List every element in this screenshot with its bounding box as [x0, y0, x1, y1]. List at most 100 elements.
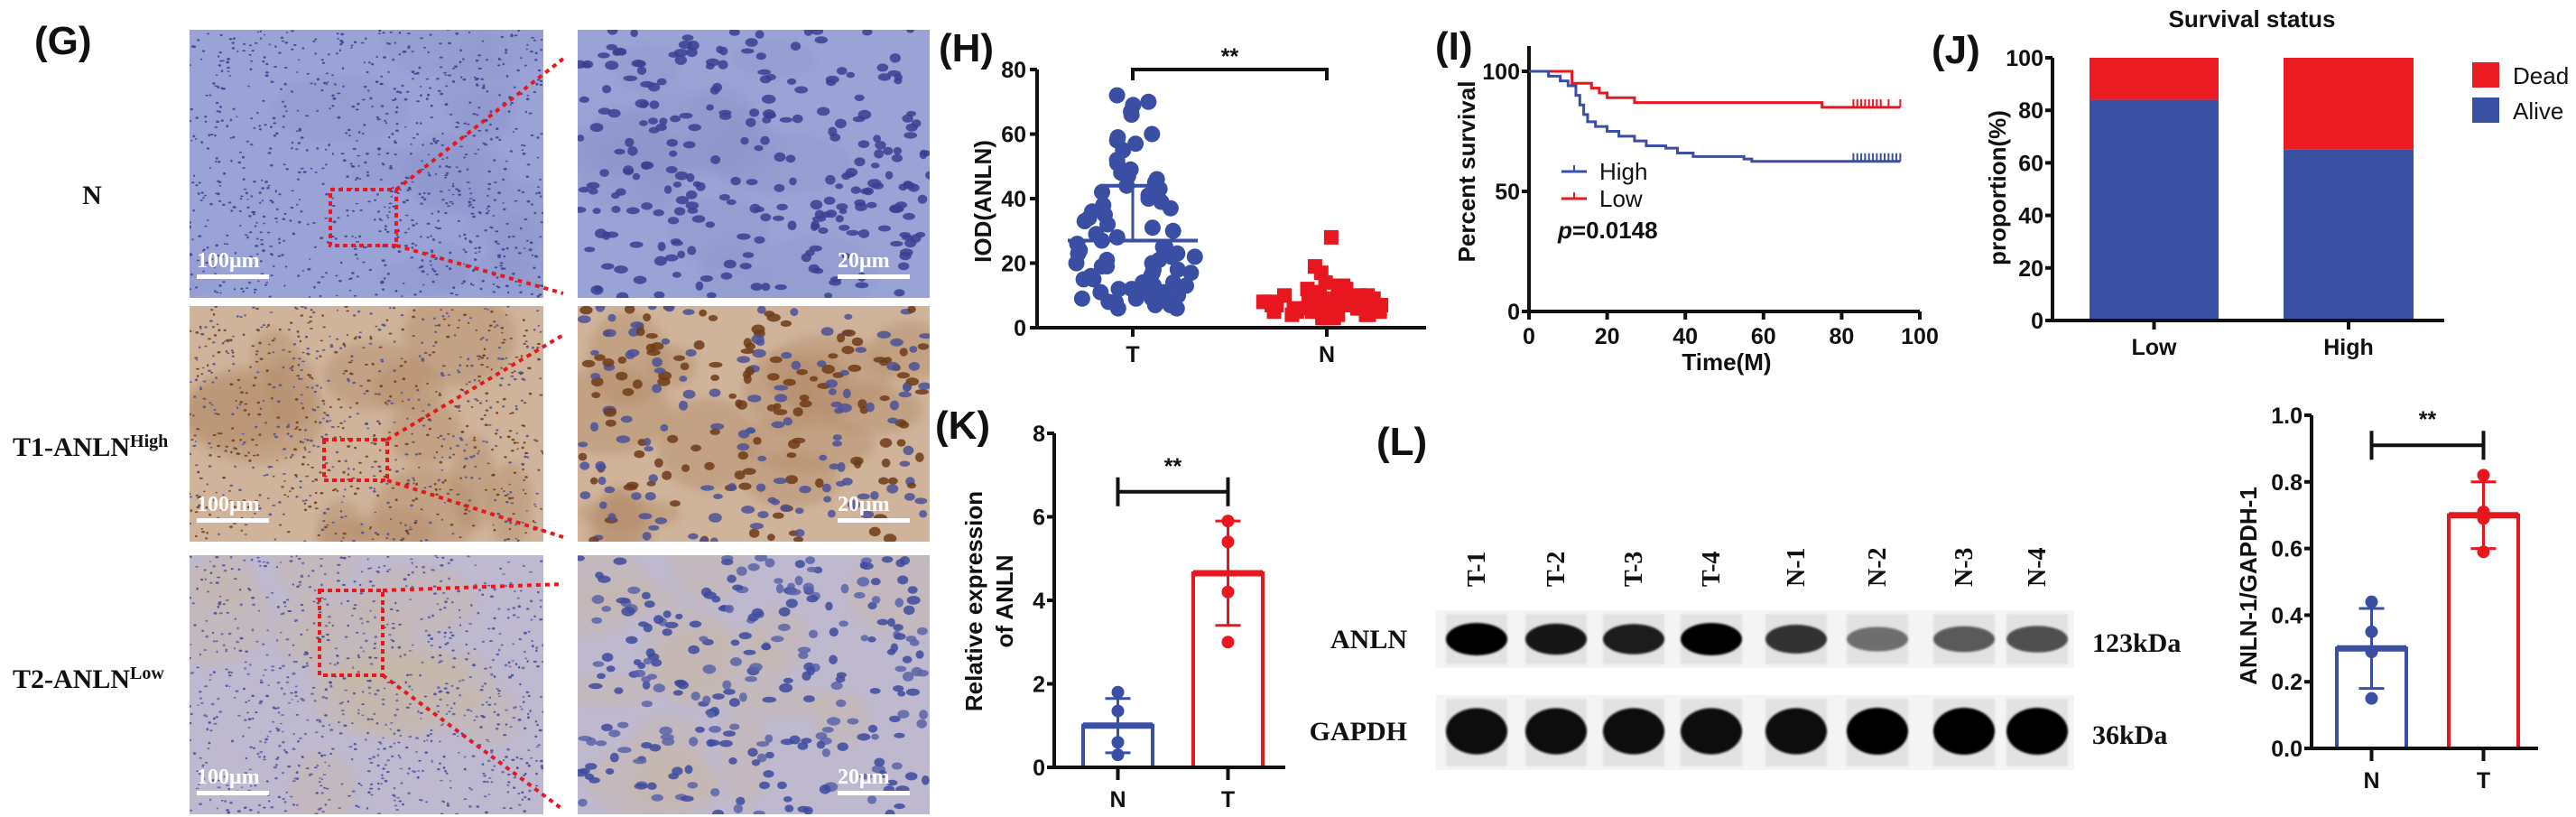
nucleus: [884, 357, 893, 364]
nucleus: [394, 799, 396, 802]
nucleus: [518, 638, 522, 641]
nucleus: [811, 30, 824, 35]
nucleus: [754, 144, 764, 152]
nucleus: [194, 286, 199, 289]
nucleus: [390, 195, 394, 198]
nucleus: [431, 267, 434, 271]
nucleus: [255, 329, 260, 331]
nucleus: [362, 650, 366, 653]
nucleus: [358, 461, 362, 464]
nucleus: [294, 691, 298, 693]
nucleus: [436, 705, 440, 707]
y-tick-label: 60: [1001, 123, 1026, 148]
nucleus: [848, 364, 862, 372]
nucleus: [366, 171, 369, 173]
protein-band: [1681, 708, 1742, 755]
nucleus: [212, 565, 216, 568]
nucleus: [460, 732, 464, 735]
nucleus: [419, 290, 422, 293]
nucleus: [333, 664, 337, 666]
nucleus: [505, 75, 509, 78]
nucleus: [490, 226, 494, 229]
nucleus: [644, 446, 653, 452]
nucleus: [496, 127, 499, 131]
nucleus: [314, 52, 318, 55]
nucleus: [456, 444, 460, 447]
nucleus: [792, 437, 806, 444]
nucleus: [347, 556, 351, 558]
nucleus: [255, 640, 259, 643]
nucleus: [253, 288, 257, 291]
nucleus: [499, 262, 504, 265]
nucleus: [414, 385, 418, 388]
nucleus: [328, 53, 330, 56]
nucleus: [473, 436, 476, 440]
nucleus: [389, 746, 393, 748]
nucleus: [540, 195, 542, 198]
nucleus: [252, 603, 255, 607]
nucleus: [231, 413, 235, 416]
nucleus: [437, 710, 440, 713]
nucleus: [500, 367, 503, 369]
nucleus: [219, 106, 222, 108]
nucleus: [329, 419, 332, 422]
nucleus: [806, 595, 819, 603]
nucleus: [442, 801, 445, 803]
nucleus: [365, 37, 367, 41]
nucleus: [421, 357, 425, 361]
nucleus: [672, 181, 682, 188]
nucleus: [641, 701, 653, 708]
nucleus: [502, 759, 505, 762]
nucleus: [276, 400, 281, 404]
nucleus: [258, 494, 262, 497]
nucleus: [347, 128, 351, 132]
nucleus: [866, 201, 877, 209]
nucleus: [207, 364, 209, 367]
nucleus: [415, 737, 419, 739]
nucleus: [803, 695, 815, 702]
nucleus: [336, 655, 339, 657]
nucleus: [482, 354, 486, 357]
nucleus: [602, 85, 612, 94]
nucleus: [192, 444, 197, 448]
nucleus: [439, 42, 442, 45]
nucleus: [322, 520, 326, 522]
nucleus: [439, 165, 441, 168]
nucleus: [689, 620, 702, 628]
nucleus: [199, 387, 203, 391]
nucleus: [338, 702, 343, 705]
nucleus: [251, 596, 255, 599]
nucleus: [487, 627, 491, 630]
nucleus: [400, 539, 403, 542]
nucleus: [630, 321, 644, 329]
nucleus: [829, 463, 840, 470]
nucleus: [907, 306, 916, 313]
nucleus: [899, 348, 908, 357]
x-tick-label: T: [1126, 342, 1139, 367]
nucleus: [412, 224, 416, 227]
nucleus: [434, 487, 438, 491]
nucleus: [678, 400, 689, 411]
nucleus: [215, 555, 219, 559]
nucleus: [745, 342, 755, 350]
nucleus: [398, 623, 402, 626]
nucleus: [823, 496, 831, 503]
nucleus: [352, 147, 357, 150]
nucleus: [354, 492, 357, 496]
nucleus: [523, 631, 527, 635]
nucleus: [263, 222, 266, 225]
nucleus: [304, 416, 309, 419]
nucleus: [394, 140, 396, 144]
nucleus: [469, 788, 474, 791]
nucleus: [878, 769, 887, 778]
nucleus: [412, 309, 416, 312]
significance-bracket: [2369, 431, 2486, 460]
nucleus: [355, 402, 359, 404]
nucleus: [293, 777, 296, 780]
nucleus: [402, 468, 404, 470]
nucleus: [386, 230, 390, 233]
nucleus: [535, 785, 539, 787]
nucleus: [404, 585, 408, 588]
nucleus: [497, 191, 501, 195]
nucleus: [275, 566, 279, 569]
